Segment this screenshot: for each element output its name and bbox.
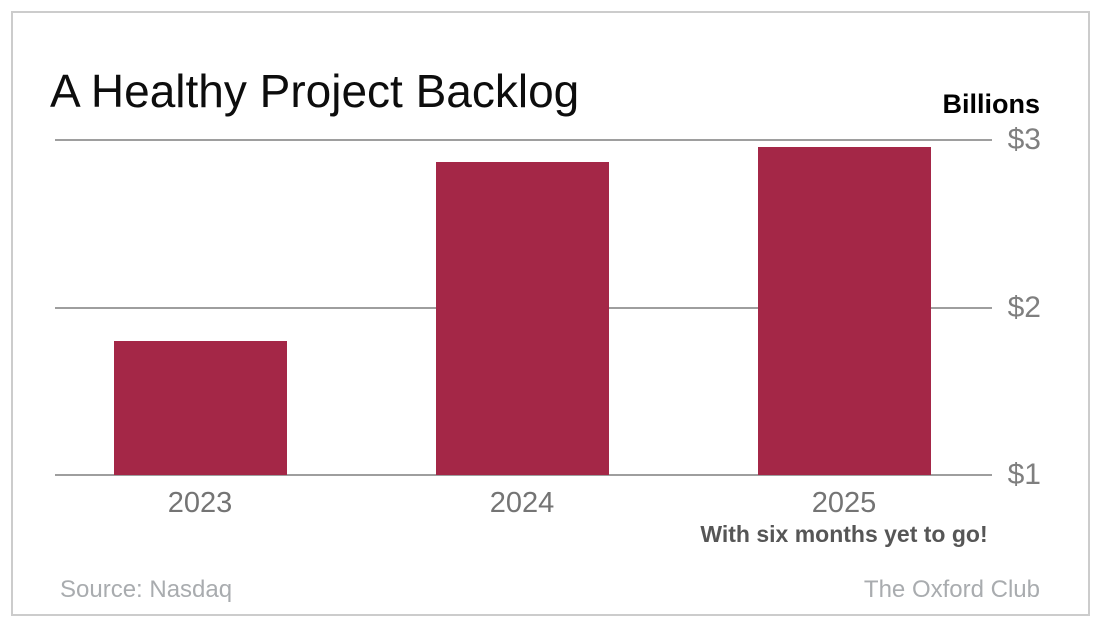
bar-2023 bbox=[113, 341, 287, 475]
y-axis-tick-label: $1 bbox=[1007, 458, 1041, 491]
gridline-3 bbox=[55, 139, 992, 141]
source-credit: Source: Nasdaq bbox=[60, 576, 233, 603]
bar-2025 bbox=[757, 147, 931, 475]
x-axis-tick-label: 2024 bbox=[489, 487, 555, 519]
x-axis-tick-label: 2025 bbox=[811, 487, 877, 519]
publisher-credit: The Oxford Club bbox=[863, 576, 1040, 603]
chart-title: A Healthy Project Backlog bbox=[50, 65, 580, 117]
x-axis-tick-label: 2023 bbox=[167, 487, 233, 519]
y-axis-unit-label: Billions bbox=[942, 89, 1040, 119]
gridline-1 bbox=[55, 474, 992, 476]
y-axis-tick-label: $2 bbox=[1007, 291, 1041, 324]
bar-annotation: With six months yet to go! bbox=[700, 521, 988, 547]
y-axis-tick-label: $3 bbox=[1007, 123, 1041, 156]
bar-2024 bbox=[435, 162, 609, 475]
